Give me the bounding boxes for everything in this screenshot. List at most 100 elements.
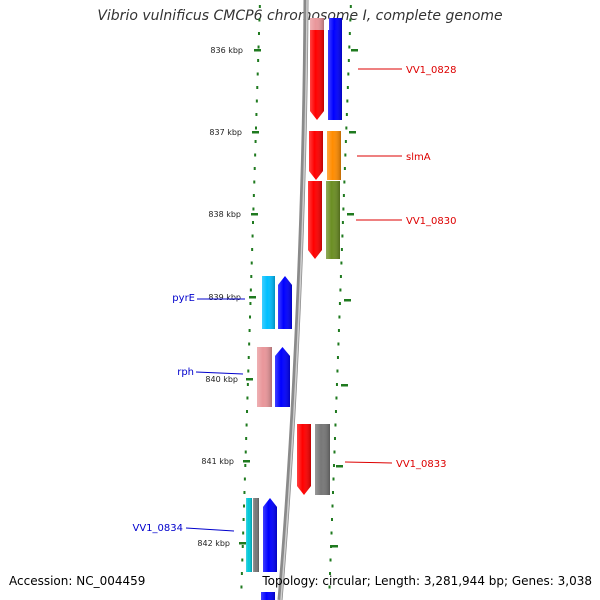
ruler-tick-right [349,131,356,134]
gene-rph-label[interactable]: rph [177,367,194,378]
guide-dot [250,261,253,265]
guide-dot [349,5,352,8]
guide-dot [344,140,347,143]
feature-block[interactable] [328,30,342,120]
guide-dot [348,32,351,35]
gene-rph-arrow[interactable] [275,347,290,407]
gene-VV1_0833-arrow[interactable] [297,424,311,495]
ruler-tick-right [336,465,343,468]
guide-dot [241,558,244,562]
guide-dot [243,491,246,494]
guide-dot [345,113,348,116]
ruler-tick [251,213,258,216]
ruler-tick [254,49,261,52]
guide-dot [331,518,334,521]
guide-dot [339,275,342,278]
gene-VV1_0828-label[interactable]: VV1_0828 [406,65,457,76]
guide-dot [241,545,244,548]
gene-features[interactable] [246,18,342,600]
guide-dot [349,18,352,22]
guide-dot [348,45,351,49]
guide-dot [333,450,336,454]
gene-slmA-label[interactable]: slmA [406,152,431,163]
feature-block[interactable] [310,18,324,30]
guide-dot [247,369,250,373]
guide-dot [252,194,255,197]
gene-labels[interactable]: VV1_0828 slmA VV1_0830 pyrE rph VV1_0833 VV1_0… [133,65,457,534]
guide-dot [254,153,257,157]
guide-dot [329,558,332,562]
gene-pyrE-arrow[interactable] [278,276,292,329]
guide-dot [256,72,259,76]
guide-dot [338,315,341,319]
ruler-tick [243,460,250,463]
guide-dot [257,59,260,62]
guide-dot [335,383,338,386]
feature-block[interactable] [253,498,259,572]
guide-dot [342,194,345,197]
guide-dot [240,572,243,575]
guide-dot [339,288,342,292]
guide-dot [254,126,257,130]
guide-dot [332,477,335,481]
feature-block[interactable] [329,18,342,30]
guide-dot [249,288,252,292]
gene-VV1_0830-label[interactable]: VV1_0830 [406,216,457,227]
ruler-tick-right [341,384,348,387]
gene-VV1_0833-label[interactable]: VV1_0833 [396,459,447,470]
ruler-tick [249,296,256,299]
feature-block[interactable] [262,276,275,329]
gene-rph-leader [195,371,244,375]
map-title: Vibrio vulnificus CMCP6 chromosome I, co… [97,8,503,24]
ruler-tick-right [351,49,358,52]
guide-dot [334,423,337,427]
guide-dot [253,180,256,184]
feature-block[interactable] [246,498,252,572]
gene-pyrE-label[interactable]: pyrE [172,293,195,304]
guide-dot [332,464,335,467]
ruler-label: 841 kbp [201,457,234,466]
guide-dot [341,221,344,224]
gene-VV1_0828-arrow[interactable] [310,30,324,120]
guide-dot [330,531,333,535]
guide-dot [258,18,261,22]
guide-dot [251,234,254,238]
guide-dot [248,329,251,332]
feature-block[interactable] [315,424,330,495]
guide-dot [346,99,349,103]
guide-dot [258,5,261,8]
guide-dot [257,45,260,49]
feature-block[interactable] [261,592,275,600]
guide-dot [333,437,336,440]
feature-block[interactable] [326,181,340,259]
gene-VV1_0830-arrow[interactable] [308,181,322,259]
gene-VV1_0834-arrow[interactable] [263,498,277,572]
guide-dot [253,167,256,170]
ruler-tick [239,542,246,545]
position-ruler: 836 kbp 837 kbp 838 kbp 839 kbp 840 kbp 841 k… [197,46,358,548]
guide-dot [252,207,255,211]
ruler-label: 837 kbp [209,128,242,137]
guide-dot [250,275,253,278]
backbone-highlight [280,0,308,600]
guide-dot [347,59,350,62]
guide-dot [248,342,251,346]
topology-text: Topology: circular; Length: 3,281,944 bp… [262,574,592,588]
guide-dot [342,207,345,211]
feature-block[interactable] [327,131,341,180]
guide-dot [335,396,338,400]
gene-slmA-arrow[interactable] [309,131,323,180]
guide-dot [246,396,249,400]
guide-dot [336,369,339,373]
guide-dot [242,531,245,535]
guide-dot [337,329,340,332]
ruler-tick-right [331,545,338,548]
ruler-tick-right [344,299,351,302]
guide-dot [249,302,252,305]
guide-dot [337,342,340,346]
ruler-label: 836 kbp [210,46,243,55]
ruler-tick [246,378,253,381]
gene-VV1_0834-label[interactable]: VV1_0834 [133,523,184,534]
feature-block[interactable] [257,347,272,407]
